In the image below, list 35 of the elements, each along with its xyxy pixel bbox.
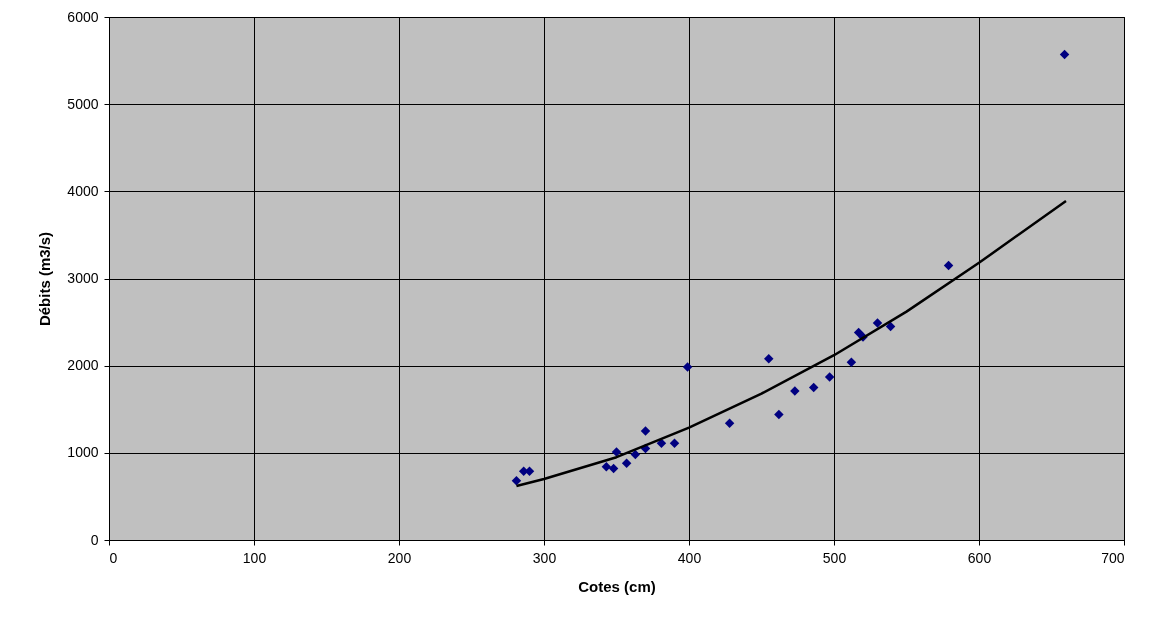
y-axis-title: Débits (m3/s) bbox=[36, 231, 54, 327]
y-tick-label: 0 bbox=[90, 531, 99, 548]
x-axis-title: Cotes (cm) bbox=[578, 577, 656, 595]
point bbox=[724, 418, 735, 428]
x-tick-label: 400 bbox=[677, 549, 702, 566]
point bbox=[853, 327, 864, 338]
point bbox=[1059, 49, 1070, 60]
point bbox=[808, 382, 819, 393]
x-tick-label: 100 bbox=[242, 549, 267, 566]
x-tick-label: 200 bbox=[387, 549, 412, 566]
point bbox=[511, 475, 522, 486]
point bbox=[846, 357, 857, 367]
x-tick-label: 600 bbox=[967, 549, 992, 566]
point bbox=[764, 353, 774, 364]
point bbox=[943, 260, 954, 271]
y-tick-label: 6000 bbox=[67, 8, 99, 25]
y-tick-label: 1000 bbox=[67, 444, 99, 461]
point bbox=[824, 372, 835, 382]
y-tick-label: 3000 bbox=[67, 270, 99, 286]
point bbox=[774, 409, 784, 420]
y-tick-label: 5000 bbox=[67, 95, 99, 112]
point bbox=[611, 447, 622, 457]
x-tick-label: 500 bbox=[822, 549, 847, 566]
y-tick-label: 2000 bbox=[67, 357, 99, 374]
point bbox=[640, 426, 651, 436]
x-tick-label: 0 bbox=[109, 549, 118, 566]
x-tick-label: 700 bbox=[1101, 549, 1125, 566]
point bbox=[682, 362, 693, 372]
point bbox=[608, 463, 619, 474]
x-tick-label: 300 bbox=[532, 549, 557, 566]
point bbox=[621, 458, 632, 469]
point bbox=[872, 318, 883, 328]
y-tick-label: 4000 bbox=[67, 182, 99, 199]
point bbox=[669, 438, 680, 448]
point bbox=[601, 462, 612, 472]
